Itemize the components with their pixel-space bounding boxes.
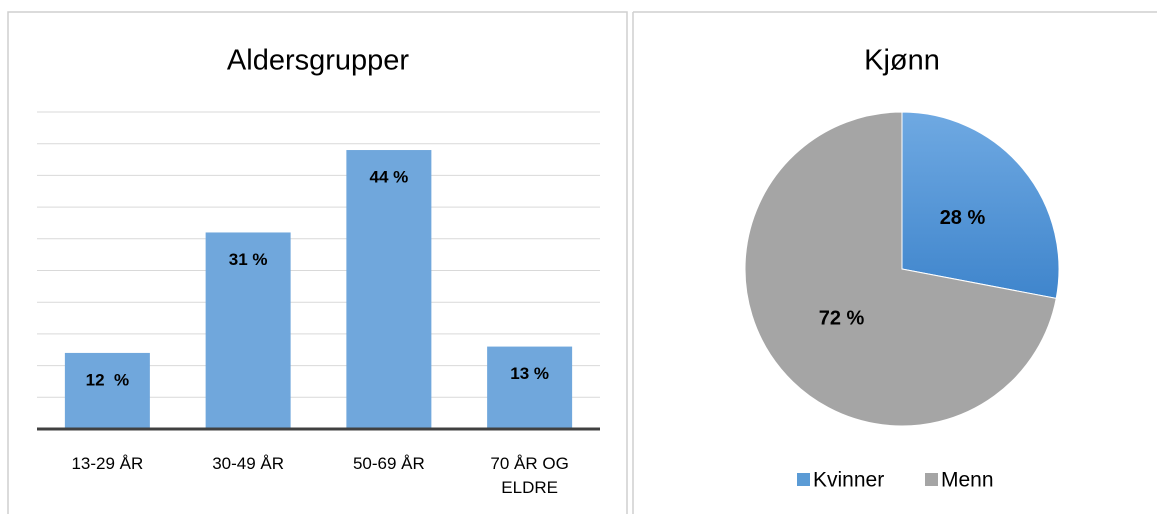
bar-title: Aldersgrupper <box>227 45 409 77</box>
bar <box>64 352 150 429</box>
bar <box>487 346 573 429</box>
legend-swatch <box>797 473 810 486</box>
x-tick-label: 50-69 ÅR <box>352 454 425 473</box>
legend-label: Kvinner <box>813 469 884 492</box>
data-label: 12 % <box>86 370 129 389</box>
x-tick-label: 70 ÅR OG ELDRE <box>490 454 569 497</box>
data-label: 13 % <box>510 364 549 383</box>
pie-title: Kjønn <box>864 45 940 77</box>
x-tick-label: 30-49 ÅR <box>212 454 285 473</box>
legend-swatch <box>925 473 938 486</box>
bar <box>346 150 432 430</box>
data-label: 72 % <box>819 307 865 329</box>
pie-slice <box>744 111 1057 427</box>
data-label: 28 % <box>940 207 986 229</box>
x-tick-label: 13-29 ÅR <box>71 454 144 473</box>
pie-slice <box>901 111 1060 300</box>
data-label: 31 % <box>229 250 268 269</box>
legend-label: Menn <box>941 469 994 492</box>
left-panel <box>7 11 628 514</box>
data-label: 44 % <box>370 168 409 187</box>
bar <box>205 232 291 429</box>
